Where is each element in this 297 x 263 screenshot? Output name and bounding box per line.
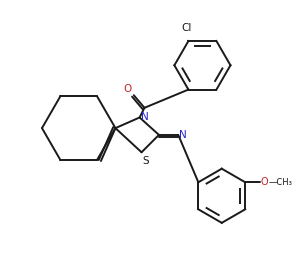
Text: O: O xyxy=(124,84,132,94)
Text: —CH₃: —CH₃ xyxy=(268,178,292,187)
Text: S: S xyxy=(143,156,149,166)
Text: Cl: Cl xyxy=(181,23,192,33)
Text: N: N xyxy=(179,130,187,140)
Text: N: N xyxy=(140,113,148,123)
Text: O: O xyxy=(261,177,268,187)
